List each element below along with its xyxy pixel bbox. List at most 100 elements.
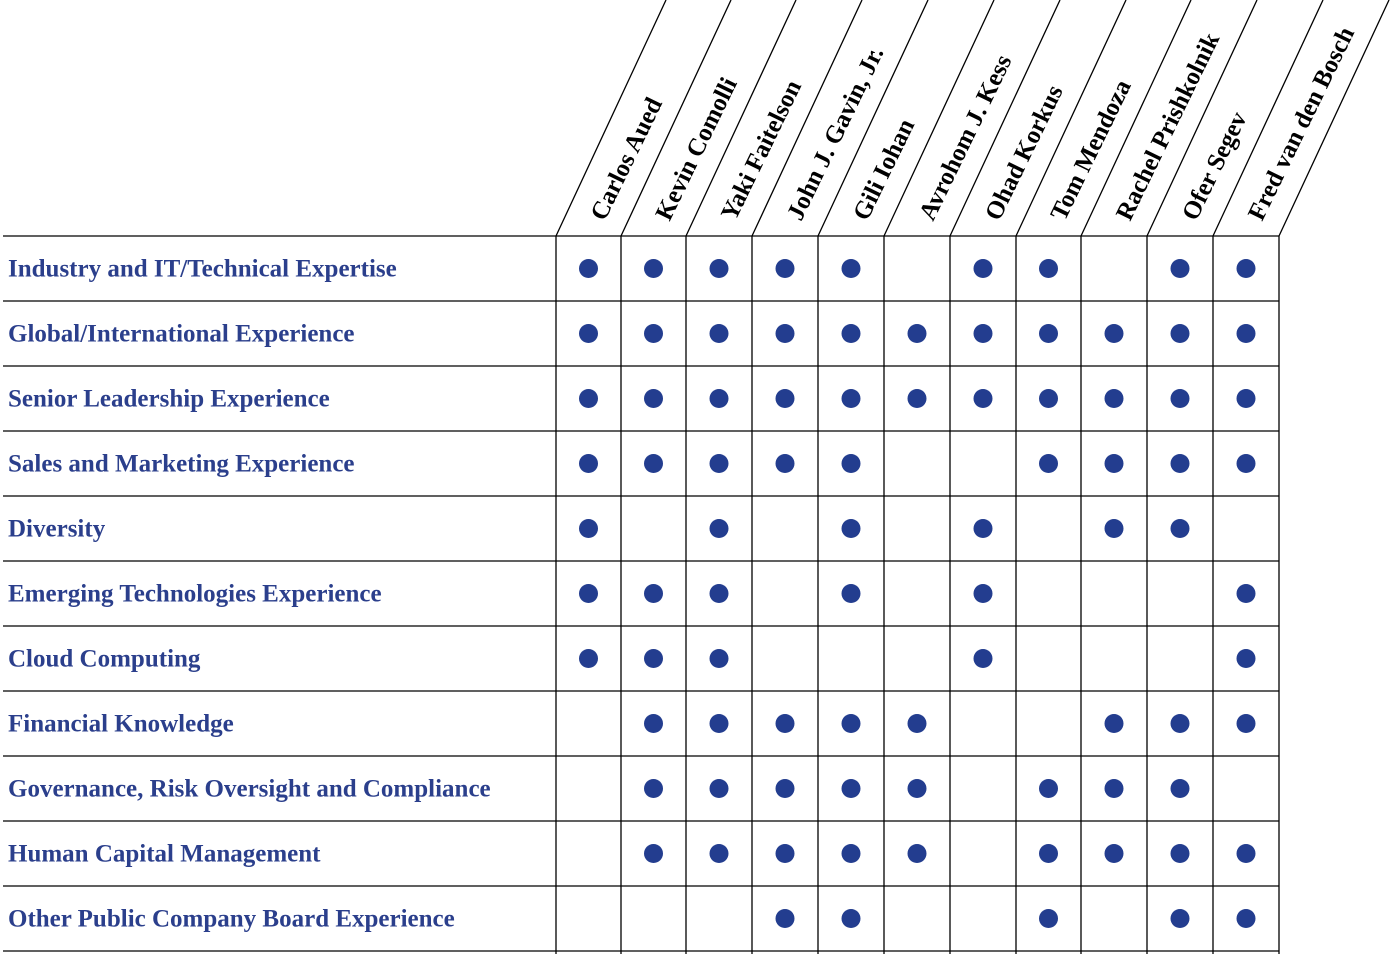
skill-label: Senior Leadership Experience <box>8 386 330 413</box>
skill-dot <box>1039 844 1058 863</box>
skill-dot <box>1170 389 1190 408</box>
skill-dot <box>1039 779 1058 798</box>
skill-label: Financial Knowledge <box>8 711 234 738</box>
skill-dot <box>1039 324 1058 343</box>
skill-dot <box>907 389 927 408</box>
skill-dot <box>709 714 729 733</box>
skill-dot <box>644 714 663 733</box>
skill-dot <box>644 649 663 668</box>
header-slant-line <box>1212 0 1324 237</box>
header-slant-line <box>1278 0 1390 237</box>
skill-dot <box>1236 324 1256 343</box>
skill-dot <box>644 454 663 473</box>
skill-dot <box>1104 324 1124 343</box>
skill-dot <box>579 454 598 473</box>
header-slant-line <box>883 0 995 237</box>
skill-dot <box>841 259 861 278</box>
skill-dot <box>1236 649 1256 668</box>
skill-dot <box>1236 454 1256 473</box>
skill-dot <box>841 714 861 733</box>
skill-dot <box>1170 454 1190 473</box>
skill-labels: Industry and IT/Technical Expertise Globa… <box>8 256 491 933</box>
skill-dot <box>579 584 598 603</box>
skill-dot <box>709 324 729 343</box>
skill-dot <box>1236 259 1256 278</box>
skill-dot <box>775 324 795 343</box>
skill-dot <box>1039 909 1058 928</box>
skill-dot <box>1170 844 1190 863</box>
skill-dot <box>1170 909 1190 928</box>
header-slant-line <box>685 0 797 237</box>
skill-dot <box>709 584 729 603</box>
skill-dot <box>907 324 927 343</box>
skill-dot <box>775 909 795 928</box>
skill-dot <box>1170 519 1190 538</box>
skill-dot <box>644 844 663 863</box>
skill-dot <box>644 779 663 798</box>
skill-dot <box>1170 259 1190 278</box>
skill-label: Emerging Technologies Experience <box>8 581 382 608</box>
header-slant-line <box>1146 0 1258 237</box>
skill-dot <box>709 389 729 408</box>
skill-dot <box>973 519 993 538</box>
skill-dot <box>644 324 663 343</box>
skill-label: Global/International Experience <box>8 321 355 348</box>
skill-dot <box>775 454 795 473</box>
skill-dot <box>841 519 861 538</box>
header-slant-line <box>555 0 667 237</box>
skill-dot <box>1039 454 1058 473</box>
header-slant-line <box>1015 0 1127 237</box>
skill-label: Industry and IT/Technical Expertise <box>8 256 397 283</box>
skill-dot <box>841 909 861 928</box>
skill-dot <box>907 844 927 863</box>
skill-dot <box>1236 714 1256 733</box>
director-name: Fred van den Bosch <box>1243 23 1360 225</box>
skill-dot <box>973 259 993 278</box>
skill-dot <box>973 389 993 408</box>
skill-label: Cloud Computing <box>8 646 201 673</box>
skill-dot <box>775 844 795 863</box>
director-name: Ofer Segev <box>1177 107 1253 224</box>
skill-dot <box>841 389 861 408</box>
skill-dot <box>579 389 598 408</box>
skill-label: Sales and Marketing Experience <box>8 451 355 478</box>
skill-dot <box>1236 844 1256 863</box>
skill-dot <box>1104 844 1124 863</box>
skill-dot <box>775 389 795 408</box>
skill-label: Human Capital Management <box>8 841 321 868</box>
header-slant-line <box>751 0 863 237</box>
skill-dot <box>1104 389 1124 408</box>
skill-dot <box>841 324 861 343</box>
skill-dot <box>579 324 598 343</box>
skill-dot <box>1039 259 1058 278</box>
skill-dot <box>709 844 729 863</box>
skill-dot <box>1104 779 1124 798</box>
header-slant-line <box>620 0 732 237</box>
skill-dot <box>841 844 861 863</box>
skill-dot <box>709 259 729 278</box>
skill-dot <box>1236 584 1256 603</box>
skill-dot <box>644 584 663 603</box>
skill-dot <box>841 454 861 473</box>
skill-dot <box>907 779 927 798</box>
skill-dot <box>973 324 993 343</box>
skill-dot <box>1039 389 1058 408</box>
skill-dot <box>973 649 993 668</box>
header-slant-line <box>817 0 929 237</box>
skill-dot <box>775 779 795 798</box>
skill-dot <box>1104 454 1124 473</box>
skill-dot <box>1170 324 1190 343</box>
skill-dot <box>775 714 795 733</box>
skill-dot <box>644 259 663 278</box>
skill-dot <box>709 519 729 538</box>
skill-dot <box>579 649 598 668</box>
skill-dot <box>841 779 861 798</box>
skill-dot <box>579 519 598 538</box>
skill-dot <box>709 779 729 798</box>
director-name: Gili Iohan <box>848 115 920 225</box>
skill-dot <box>709 649 729 668</box>
skill-dot <box>579 259 598 278</box>
skill-dot <box>973 584 993 603</box>
